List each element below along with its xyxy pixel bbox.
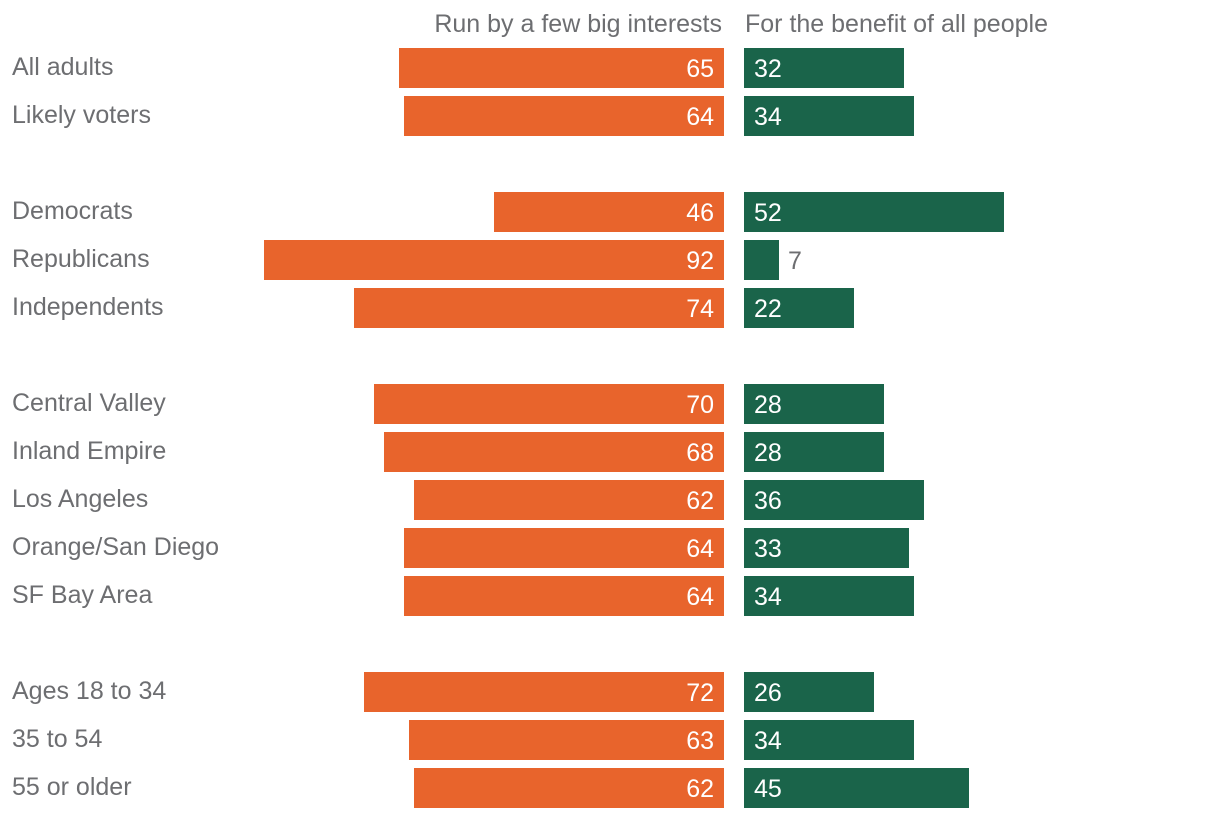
bar-all-people-likely-voters [744,96,914,136]
bar-big-interests-inland-empire [384,432,724,472]
bar-big-interests-central-valley [374,384,724,424]
value-all-people-likely-voters: 34 [754,103,782,131]
value-all-people-sf-bay-area: 34 [754,583,782,611]
bar-big-interests-ages-18-to-34 [364,672,724,712]
value-big-interests-ages-18-to-34: 72 [686,679,714,707]
bar-big-interests-35-to-54 [409,720,724,760]
value-big-interests-sf-bay-area: 64 [686,583,714,611]
category-label-orange-san-diego: Orange/San Diego [12,533,219,561]
category-label-inland-empire: Inland Empire [12,437,166,465]
value-all-people-all-adults: 32 [754,55,782,83]
bar-big-interests-55-or-older [414,768,724,808]
value-big-interests-central-valley: 70 [686,391,714,419]
bar-big-interests-independents [354,288,724,328]
value-all-people-35-to-54: 34 [754,727,782,755]
category-label-ages-18-to-34: Ages 18 to 34 [12,677,166,705]
category-label-independents: Independents [12,293,164,321]
category-label-republicans: Republicans [12,245,150,273]
category-label-sf-bay-area: SF Bay Area [12,581,152,609]
category-label-55-or-older: 55 or older [12,773,132,801]
value-big-interests-all-adults: 65 [686,55,714,83]
category-label-35-to-54: 35 to 54 [12,725,102,753]
bar-all-people-independents [744,288,854,328]
value-all-people-central-valley: 28 [754,391,782,419]
bar-all-people-ages-18-to-34 [744,672,874,712]
category-label-all-adults: All adults [12,53,113,81]
bar-all-people-all-adults [744,48,904,88]
bar-all-people-los-angeles [744,480,924,520]
bar-big-interests-all-adults [399,48,724,88]
bar-big-interests-likely-voters [404,96,724,136]
value-big-interests-orange-san-diego: 64 [686,535,714,563]
bar-all-people-35-to-54 [744,720,914,760]
legend-for-benefit-of-all-people: For the benefit of all people [745,10,1048,38]
value-all-people-55-or-older: 45 [754,775,782,803]
value-big-interests-likely-voters: 64 [686,103,714,131]
legend-run-by-few-big-interests: Run by a few big interests [434,10,722,38]
value-all-people-republicans: 7 [788,247,802,275]
value-big-interests-democrats: 46 [686,199,714,227]
bar-big-interests-sf-bay-area [404,576,724,616]
value-big-interests-independents: 74 [686,295,714,323]
value-all-people-ages-18-to-34: 26 [754,679,782,707]
category-label-likely-voters: Likely voters [12,101,151,129]
category-label-central-valley: Central Valley [12,389,166,417]
category-label-democrats: Democrats [12,197,133,225]
bar-all-people-central-valley [744,384,884,424]
value-all-people-orange-san-diego: 33 [754,535,782,563]
chart-rows: All adults 65 32 Likely voters 64 34 Democrats… [12,48,1004,808]
bar-big-interests-republicans [264,240,724,280]
value-all-people-inland-empire: 28 [754,439,782,467]
value-big-interests-republicans: 92 [686,247,714,275]
value-all-people-democrats: 52 [754,199,782,227]
value-all-people-los-angeles: 36 [754,487,782,515]
bar-big-interests-los-angeles [414,480,724,520]
bar-big-interests-democrats [494,192,724,232]
bar-all-people-55-or-older [744,768,969,808]
bar-all-people-inland-empire [744,432,884,472]
value-big-interests-los-angeles: 62 [686,487,714,515]
value-big-interests-inland-empire: 68 [686,439,714,467]
bar-all-people-sf-bay-area [744,576,914,616]
value-big-interests-55-or-older: 62 [686,775,714,803]
value-all-people-independents: 22 [754,295,782,323]
category-label-los-angeles: Los Angeles [12,485,148,513]
bar-all-people-orange-san-diego [744,528,909,568]
bar-all-people-democrats [744,192,1004,232]
value-big-interests-35-to-54: 63 [686,727,714,755]
bar-all-people-republicans [744,240,779,280]
bar-big-interests-orange-san-diego [404,528,724,568]
